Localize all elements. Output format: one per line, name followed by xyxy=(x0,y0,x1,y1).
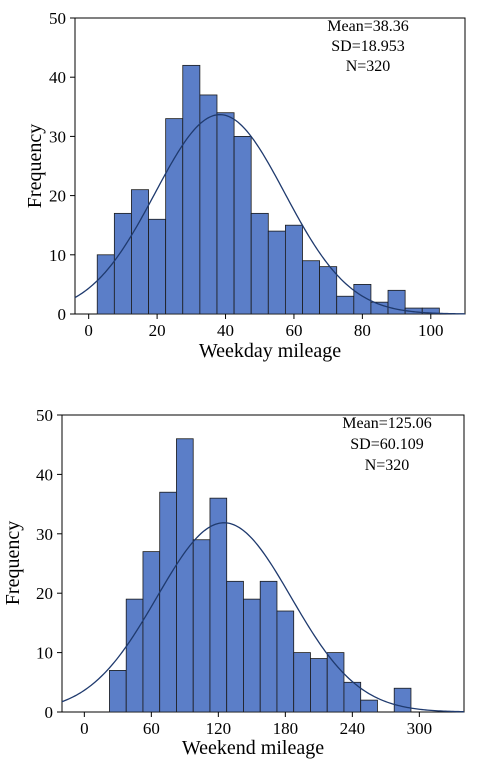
x-tick-label: 180 xyxy=(273,719,299,738)
stat-n: N=320 xyxy=(365,457,410,474)
y-tick-label: 10 xyxy=(36,644,53,663)
histogram-bar xyxy=(293,652,311,713)
histogram-bar xyxy=(216,112,235,315)
x-tick-label: 80 xyxy=(354,321,371,340)
weekend-mileage-histogram: 0 60 120 180 240 300 0 10 20 30 40 50 Weekend milea… xyxy=(2,406,465,759)
x-tick-label: 0 xyxy=(84,321,93,340)
y-tick-label: 40 xyxy=(49,68,66,87)
normal-curve xyxy=(74,113,466,315)
histogram-bar xyxy=(360,699,378,713)
histogram-bar xyxy=(176,438,194,713)
histogram-bar xyxy=(159,491,177,713)
y-tick-label: 20 xyxy=(49,187,66,206)
histogram-bar xyxy=(284,224,303,315)
stat-mean: Mean=38.36 xyxy=(327,18,408,35)
stat-sd: SD=60.109 xyxy=(350,436,423,453)
stat-mean: Mean=125.06 xyxy=(342,415,431,432)
x-axis-label: Weekend mileage xyxy=(182,737,324,759)
histogram-bar xyxy=(125,598,144,713)
y-tick-label: 30 xyxy=(49,127,66,146)
histogram-bar xyxy=(109,670,127,713)
x-tick-label: 0 xyxy=(80,719,89,738)
histogram-bar xyxy=(336,295,355,315)
axis-ticks: 0 60 120 180 240 300 0 10 20 30 40 50 xyxy=(36,406,432,738)
axis-ticks: 0 20 40 60 80 100 0 10 20 30 40 50 xyxy=(49,9,444,340)
y-tick-label: 40 xyxy=(36,465,53,484)
bars xyxy=(96,64,440,315)
y-tick-label: 20 xyxy=(36,584,53,603)
histogram-bar xyxy=(226,580,244,713)
x-tick-label: 60 xyxy=(143,719,160,738)
y-tick-label: 30 xyxy=(36,525,53,544)
histogram-bar xyxy=(243,598,261,713)
y-tick-label: 50 xyxy=(49,9,66,28)
x-tick-label: 240 xyxy=(340,719,366,738)
histogram-bar xyxy=(131,189,149,315)
histogram-bar xyxy=(326,652,345,713)
x-tick-label: 40 xyxy=(217,321,234,340)
histogram-bar xyxy=(302,260,321,315)
histogram-bar xyxy=(276,610,295,713)
histogram-bar xyxy=(209,497,228,713)
histogram-bar xyxy=(259,580,278,713)
histogram-bar xyxy=(310,658,328,713)
x-axis-label: Weekday mileage xyxy=(199,340,341,362)
histogram-bar xyxy=(233,135,252,315)
histogram-bar xyxy=(199,94,218,315)
x-tick-label: 60 xyxy=(285,321,302,340)
y-tick-label: 50 xyxy=(36,406,53,425)
y-tick-label: 0 xyxy=(45,703,54,722)
y-tick-label: 0 xyxy=(58,305,67,324)
histogram-bar xyxy=(148,218,167,315)
histogram-bar xyxy=(142,551,161,713)
stat-sd: SD=18.953 xyxy=(331,38,404,55)
x-tick-label: 300 xyxy=(407,719,433,738)
stat-n: N=320 xyxy=(346,58,391,75)
x-tick-label: 120 xyxy=(206,719,232,738)
y-axis-label: Frequency xyxy=(2,521,24,605)
x-tick-label: 100 xyxy=(418,321,444,340)
histogram-bar xyxy=(267,230,286,315)
y-axis-label: Frequency xyxy=(24,124,46,208)
x-tick-label: 20 xyxy=(149,321,166,340)
histogram-bar xyxy=(319,266,338,315)
y-tick-label: 10 xyxy=(49,246,66,265)
histogram-bar xyxy=(182,64,201,315)
histogram-bar xyxy=(393,687,412,713)
normal-curve xyxy=(61,522,465,713)
histogram-bar xyxy=(250,212,269,315)
histogram-bar xyxy=(113,212,132,315)
bars xyxy=(109,438,412,713)
histogram-bar xyxy=(192,539,211,713)
